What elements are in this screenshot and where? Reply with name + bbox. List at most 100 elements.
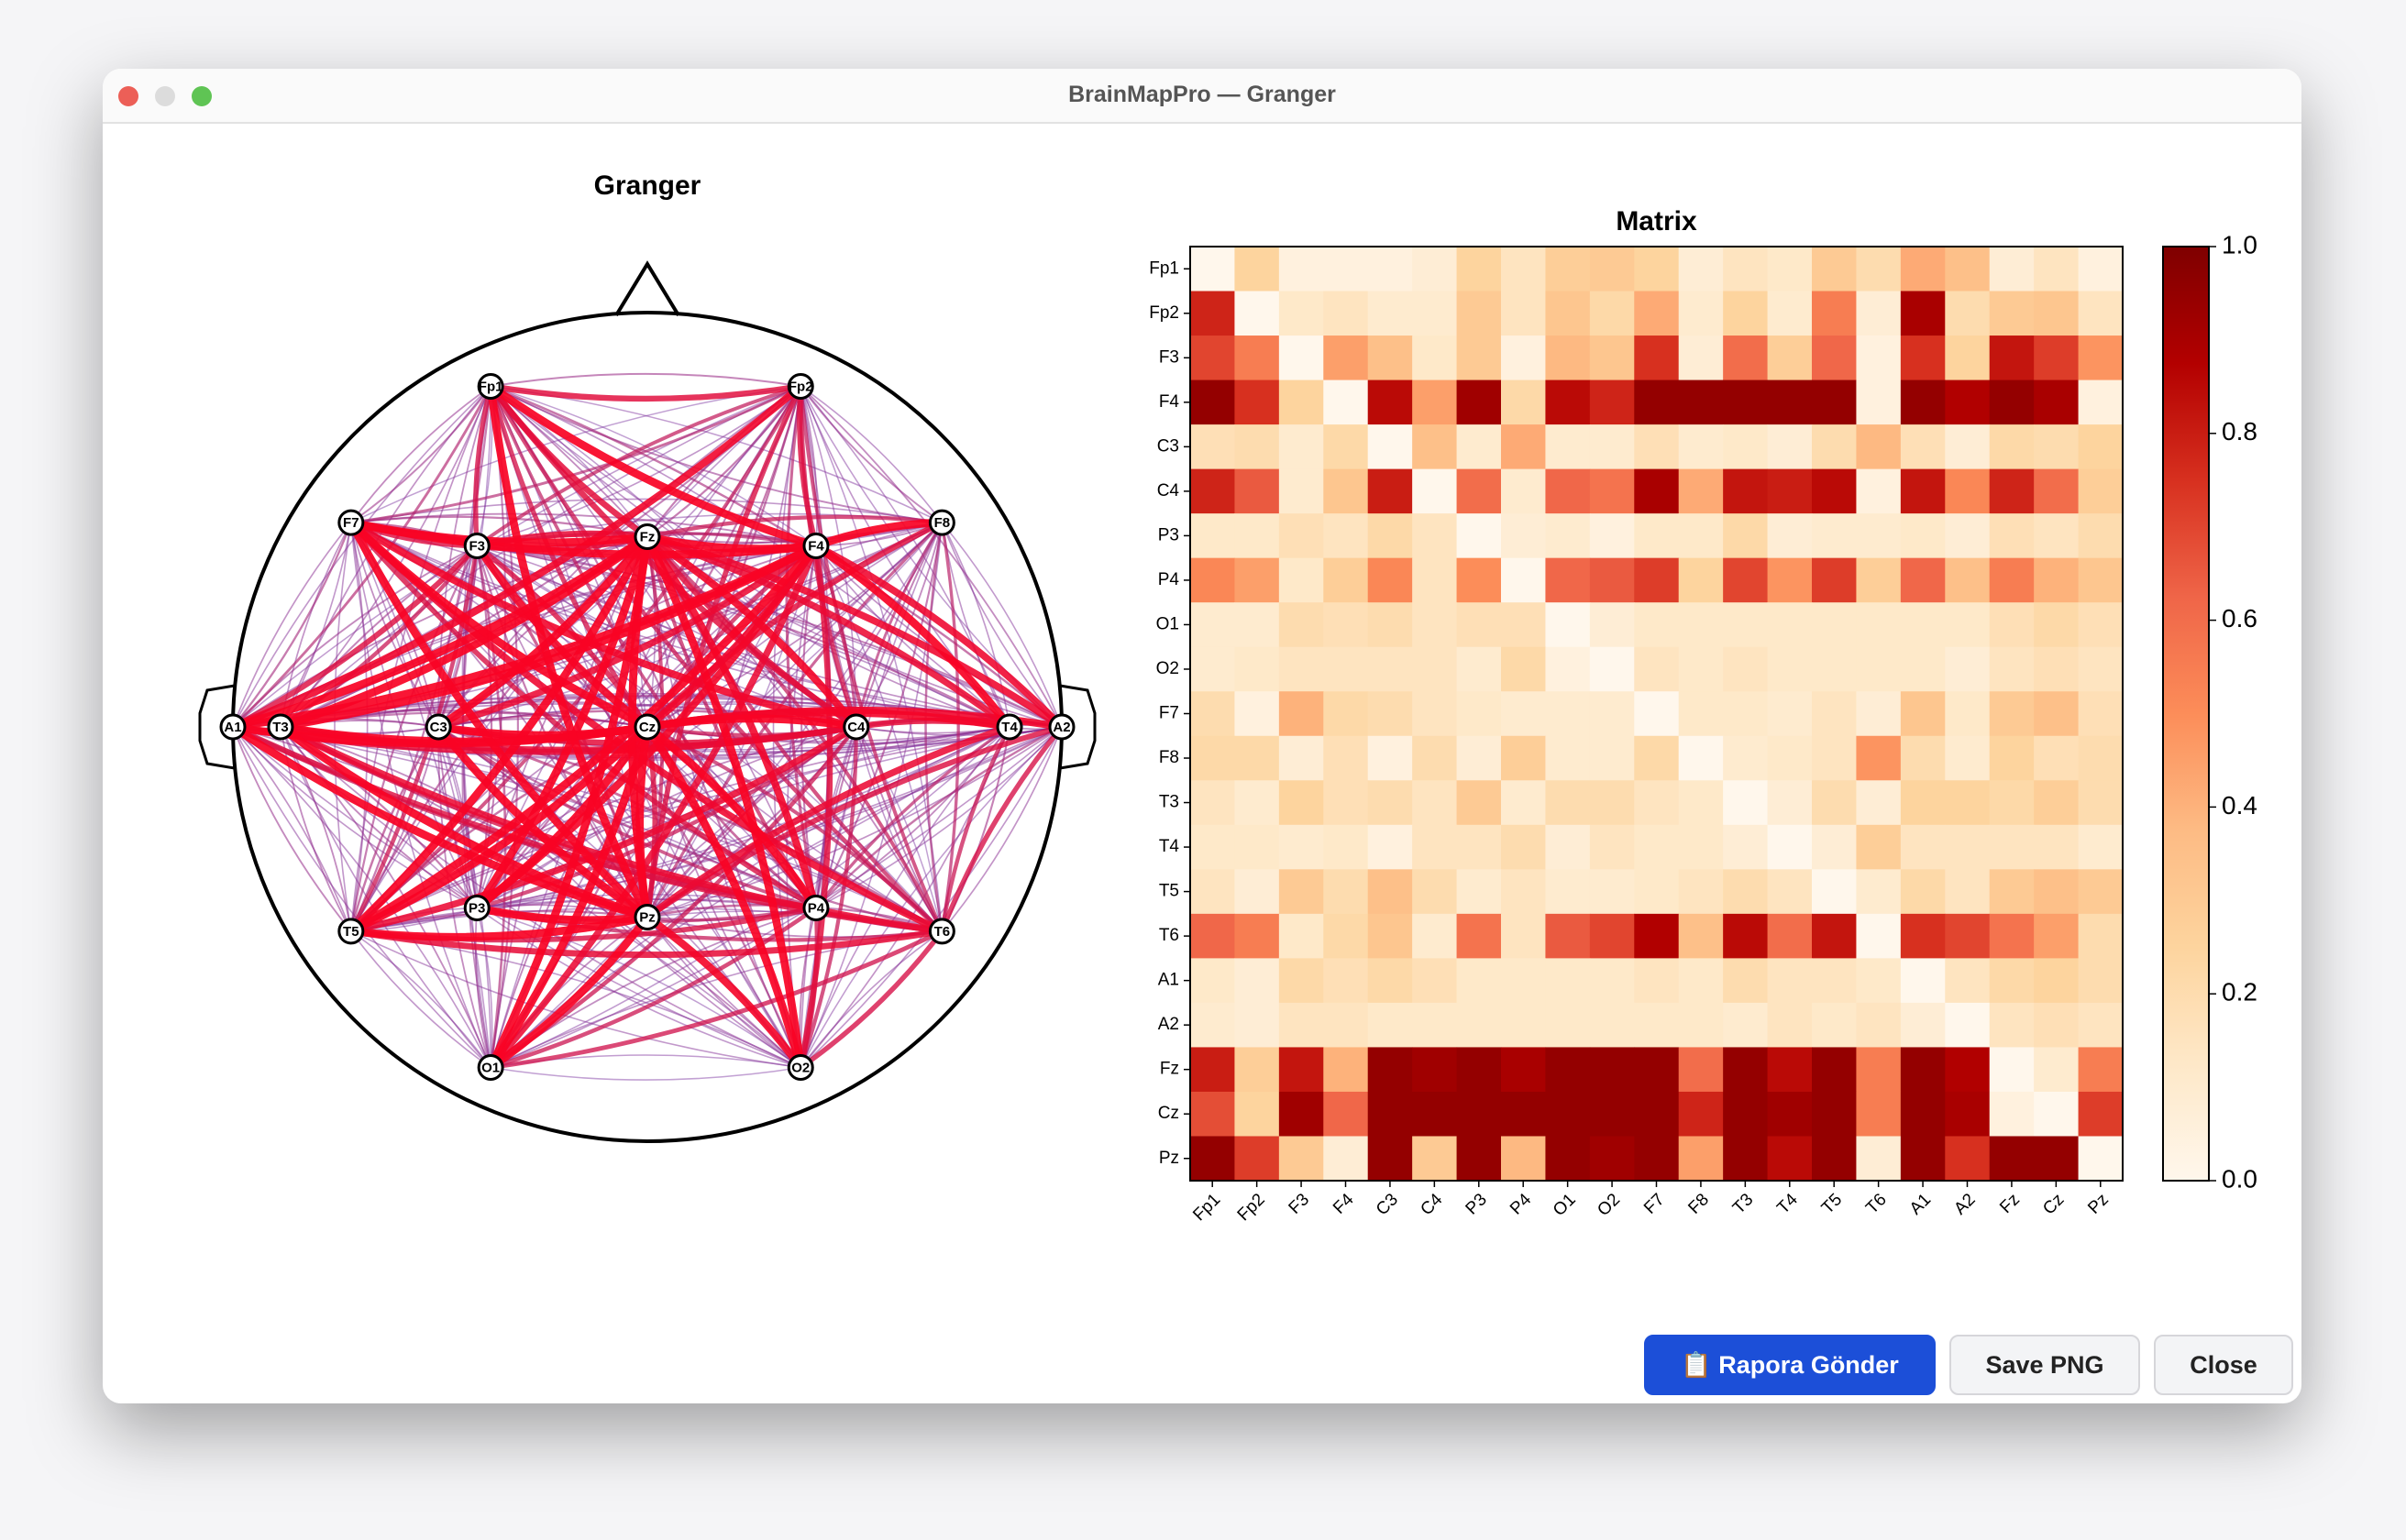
- heat-cell: [1678, 869, 1724, 915]
- report-button[interactable]: 📋 Rapora Gönder: [1644, 1335, 1936, 1395]
- heat-cell: [1723, 336, 1769, 381]
- node: [634, 903, 661, 930]
- edge: [486, 385, 651, 919]
- heat-cell: [1945, 291, 1991, 336]
- heat-cell: [2034, 557, 2080, 603]
- heat-cell: [1234, 691, 1280, 737]
- heat-cell: [1812, 958, 1858, 1004]
- heat-cell: [1278, 646, 1324, 692]
- heat-cell: [1856, 424, 1902, 470]
- heat-cell: [1812, 691, 1858, 737]
- heat-cell: [1856, 247, 1902, 292]
- heat-cell: [1945, 380, 1991, 425]
- heat-cell: [1989, 1002, 2035, 1049]
- edge: [490, 372, 801, 388]
- edge: [799, 930, 944, 1070]
- heat-cell: [2078, 646, 2124, 692]
- edge: [645, 914, 804, 1070]
- heat-cell: [1723, 780, 1769, 826]
- x-tick-label: C3: [1373, 1190, 1402, 1219]
- heat-cell: [1190, 247, 1236, 292]
- node: [634, 523, 661, 551]
- close-button[interactable]: Close: [2154, 1335, 2293, 1395]
- node-label: A1: [224, 720, 241, 735]
- heat-cell: [1456, 291, 1502, 336]
- heat-cell: [1767, 291, 1813, 336]
- heat-cell: [1501, 247, 1547, 292]
- heat-cell: [1812, 913, 1858, 959]
- heat-cell: [1989, 1091, 2035, 1138]
- edges: [230, 372, 1065, 1081]
- heat-cell: [1589, 336, 1635, 381]
- heat-cell: [1900, 1091, 1946, 1138]
- heat-cell: [1856, 557, 1902, 603]
- heat-cell: [1412, 513, 1458, 559]
- zoom-light[interactable]: [192, 86, 212, 106]
- edge: [646, 535, 944, 933]
- edge: [924, 522, 944, 932]
- heat-cell: [1589, 468, 1635, 514]
- heat-cell: [1856, 913, 1902, 959]
- edge: [646, 385, 802, 538]
- heat-cell: [1278, 424, 1324, 470]
- colorbar-tick-label: 0.2: [2222, 978, 2257, 1006]
- heat-cell: [1501, 824, 1547, 870]
- x-tick-label: C4: [1417, 1190, 1446, 1219]
- edge: [349, 544, 479, 932]
- heat-cell: [1323, 380, 1369, 425]
- heat-cell: [1323, 1047, 1369, 1093]
- heat-cell: [1723, 869, 1769, 915]
- edge: [939, 725, 1065, 932]
- heat-cell: [1323, 1091, 1369, 1138]
- save-button[interactable]: Save PNG: [1949, 1335, 2140, 1395]
- heat-cell: [1589, 646, 1635, 692]
- node: [928, 918, 955, 945]
- heat-cell: [1856, 735, 1902, 781]
- heat-cell: [1812, 824, 1858, 870]
- heat-cell: [1589, 513, 1635, 559]
- heat-cell: [1412, 336, 1458, 381]
- y-tick-label: P3: [1158, 525, 1179, 544]
- heat-cell: [1900, 468, 1946, 514]
- heat-cell: [1234, 291, 1280, 336]
- heat-cell: [1767, 468, 1813, 514]
- heat-cell: [1278, 1002, 1324, 1049]
- edge: [435, 724, 650, 921]
- heat-cell: [1634, 291, 1680, 336]
- heat-cell: [1234, 247, 1280, 292]
- heat-cell: [1589, 1002, 1635, 1049]
- heat-cell: [1234, 780, 1280, 826]
- heat-cell: [1412, 1047, 1458, 1093]
- edge: [350, 726, 440, 932]
- heat-cell: [1367, 913, 1413, 959]
- edge: [488, 382, 818, 550]
- heat-cell: [2078, 513, 2124, 559]
- heat-cell: [1900, 424, 1946, 470]
- heat-cell: [1900, 735, 1946, 781]
- heat-cell: [1589, 1136, 1635, 1182]
- head-ear: [1059, 684, 1097, 770]
- heat-cell: [1278, 913, 1324, 959]
- node: [787, 372, 814, 400]
- heat-cell: [1723, 913, 1769, 959]
- heat-cell: [1634, 336, 1680, 381]
- heat-cell: [1323, 602, 1369, 648]
- heat-cell: [1678, 1091, 1724, 1138]
- minimize-light[interactable]: [155, 86, 175, 106]
- close-light[interactable]: [118, 86, 138, 106]
- heat-cell: [1190, 735, 1236, 781]
- heat-cell: [1456, 1047, 1502, 1093]
- heat-cell: [1456, 513, 1502, 559]
- edge: [348, 520, 649, 731]
- edge: [646, 714, 857, 732]
- heat-cell: [1501, 291, 1547, 336]
- heat-cell: [1412, 1002, 1458, 1049]
- edge: [350, 930, 491, 1069]
- heat-cell: [1945, 913, 1991, 959]
- heat-cell: [1989, 780, 2035, 826]
- heat-cell: [1589, 557, 1635, 603]
- edge: [231, 533, 650, 732]
- heat-cell: [1767, 735, 1813, 781]
- edge: [349, 518, 648, 547]
- heat-cell: [2078, 557, 2124, 603]
